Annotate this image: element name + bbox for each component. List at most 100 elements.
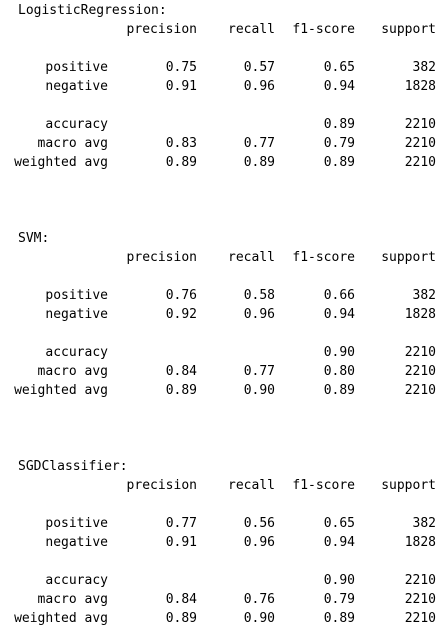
recall-value: 0.77 bbox=[243, 364, 275, 379]
table-row: accuracy 0.90 2210 bbox=[0, 343, 445, 362]
row-label: negative bbox=[45, 79, 108, 94]
support-value: 2210 bbox=[404, 383, 436, 398]
header-row: precision recall f1-score support bbox=[0, 248, 445, 267]
precision-value: 0.84 bbox=[165, 364, 197, 379]
header-f1-score: f1-score bbox=[292, 478, 355, 493]
row-label: negative bbox=[45, 307, 108, 322]
f1-score-value: 0.89 bbox=[323, 611, 355, 626]
row-label: positive bbox=[45, 60, 108, 75]
report-title: SVM: bbox=[18, 231, 50, 246]
row-label: accuracy bbox=[45, 573, 108, 588]
precision-value: 0.75 bbox=[165, 60, 197, 75]
precision-value: 0.76 bbox=[165, 288, 197, 303]
support-value: 2210 bbox=[404, 364, 436, 379]
recall-value: 0.56 bbox=[243, 516, 275, 531]
row-label: positive bbox=[45, 288, 108, 303]
precision-value: 0.83 bbox=[165, 136, 197, 151]
row-label: negative bbox=[45, 535, 108, 550]
support-value: 2210 bbox=[404, 611, 436, 626]
precision-value: 0.89 bbox=[165, 611, 197, 626]
support-value: 1828 bbox=[404, 535, 436, 550]
recall-value: 0.96 bbox=[243, 535, 275, 550]
recall-value: 0.77 bbox=[243, 136, 275, 151]
row-label: macro avg bbox=[37, 136, 108, 151]
table-row: negative 0.92 0.96 0.94 1828 bbox=[0, 305, 445, 324]
row-label: accuracy bbox=[45, 345, 108, 360]
f1-score-value: 0.65 bbox=[323, 516, 355, 531]
header-f1-score: f1-score bbox=[292, 250, 355, 265]
f1-score-value: 0.89 bbox=[323, 155, 355, 170]
row-label: macro avg bbox=[37, 364, 108, 379]
row-label: accuracy bbox=[45, 117, 108, 132]
recall-value: 0.76 bbox=[243, 592, 275, 607]
table-row: positive 0.77 0.56 0.65 382 bbox=[0, 514, 445, 533]
f1-score-value: 0.80 bbox=[323, 364, 355, 379]
support-value: 2210 bbox=[404, 592, 436, 607]
header-recall: recall bbox=[228, 478, 275, 493]
support-value: 2210 bbox=[404, 573, 436, 588]
header-precision: precision bbox=[126, 478, 197, 493]
row-label: macro avg bbox=[37, 592, 108, 607]
header-precision: precision bbox=[126, 22, 197, 37]
recall-value: 0.90 bbox=[243, 611, 275, 626]
table-row: macro avg 0.84 0.77 0.80 2210 bbox=[0, 362, 445, 381]
f1-score-value: 0.79 bbox=[323, 592, 355, 607]
support-value: 2210 bbox=[404, 136, 436, 151]
support-value: 1828 bbox=[404, 79, 436, 94]
support-value: 1828 bbox=[404, 307, 436, 322]
table-row: positive 0.76 0.58 0.66 382 bbox=[0, 286, 445, 305]
recall-value: 0.96 bbox=[243, 79, 275, 94]
row-label: weighted avg bbox=[14, 155, 108, 170]
table-row: negative 0.91 0.96 0.94 1828 bbox=[0, 77, 445, 96]
support-value: 382 bbox=[412, 60, 436, 75]
table-row: weighted avg 0.89 0.90 0.89 2210 bbox=[0, 381, 445, 400]
header-precision: precision bbox=[126, 250, 197, 265]
precision-value: 0.77 bbox=[165, 516, 197, 531]
recall-value: 0.90 bbox=[243, 383, 275, 398]
precision-value: 0.92 bbox=[165, 307, 197, 322]
header-support: support bbox=[381, 250, 436, 265]
f1-score-value: 0.90 bbox=[323, 573, 355, 588]
table-row: weighted avg 0.89 0.89 0.89 2210 bbox=[0, 153, 445, 172]
row-label: weighted avg bbox=[14, 611, 108, 626]
table-row: positive 0.75 0.57 0.65 382 bbox=[0, 58, 445, 77]
support-value: 2210 bbox=[404, 117, 436, 132]
precision-value: 0.91 bbox=[165, 79, 197, 94]
f1-score-value: 0.65 bbox=[323, 60, 355, 75]
table-row: accuracy 0.89 2210 bbox=[0, 115, 445, 134]
table-row: macro avg 0.83 0.77 0.79 2210 bbox=[0, 134, 445, 153]
recall-value: 0.96 bbox=[243, 307, 275, 322]
header-f1-score: f1-score bbox=[292, 22, 355, 37]
table-row: macro avg 0.84 0.76 0.79 2210 bbox=[0, 590, 445, 609]
recall-value: 0.58 bbox=[243, 288, 275, 303]
precision-value: 0.84 bbox=[165, 592, 197, 607]
f1-score-value: 0.79 bbox=[323, 136, 355, 151]
f1-score-value: 0.94 bbox=[323, 535, 355, 550]
f1-score-value: 0.66 bbox=[323, 288, 355, 303]
row-label: weighted avg bbox=[14, 383, 108, 398]
table-row: weighted avg 0.89 0.90 0.89 2210 bbox=[0, 609, 445, 628]
header-recall: recall bbox=[228, 22, 275, 37]
f1-score-value: 0.94 bbox=[323, 307, 355, 322]
table-row: negative 0.91 0.96 0.94 1828 bbox=[0, 533, 445, 552]
f1-score-value: 0.89 bbox=[323, 383, 355, 398]
header-support: support bbox=[381, 22, 436, 37]
support-value: 382 bbox=[412, 288, 436, 303]
f1-score-value: 0.94 bbox=[323, 79, 355, 94]
row-label: positive bbox=[45, 516, 108, 531]
support-value: 382 bbox=[412, 516, 436, 531]
f1-score-value: 0.89 bbox=[323, 117, 355, 132]
report-title: LogisticRegression: bbox=[18, 3, 167, 18]
header-support: support bbox=[381, 478, 436, 493]
header-row: precision recall f1-score support bbox=[0, 20, 445, 39]
support-value: 2210 bbox=[404, 345, 436, 360]
report-title: SGDClassifier: bbox=[18, 459, 128, 474]
precision-value: 0.89 bbox=[165, 155, 197, 170]
recall-value: 0.57 bbox=[243, 60, 275, 75]
f1-score-value: 0.90 bbox=[323, 345, 355, 360]
header-recall: recall bbox=[228, 250, 275, 265]
recall-value: 0.89 bbox=[243, 155, 275, 170]
support-value: 2210 bbox=[404, 155, 436, 170]
precision-value: 0.91 bbox=[165, 535, 197, 550]
table-row: accuracy 0.90 2210 bbox=[0, 571, 445, 590]
